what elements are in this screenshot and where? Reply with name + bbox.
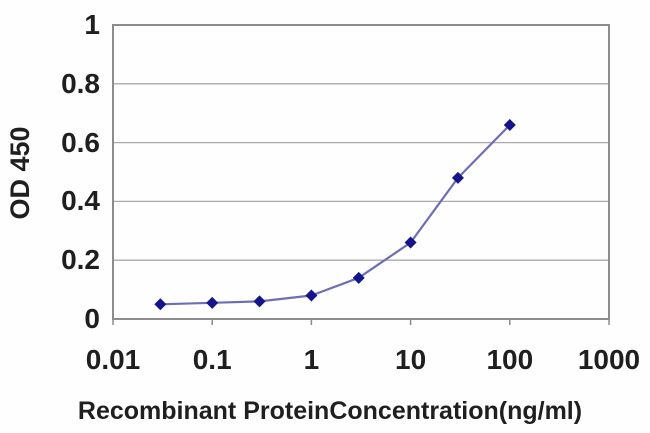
- data-point-marker: [253, 295, 266, 308]
- y-tick-label: 1: [84, 9, 100, 40]
- x-tick-label: 100: [486, 344, 534, 375]
- data-point-marker: [352, 271, 365, 284]
- data-point-marker: [404, 236, 417, 249]
- data-point-marker: [451, 171, 464, 184]
- data-point-marker: [305, 289, 318, 302]
- y-tick-label: 0.2: [61, 244, 100, 276]
- y-tick-label: 0: [84, 303, 100, 334]
- y-tick-label: 0.4: [61, 185, 100, 217]
- data-point-marker: [154, 298, 167, 311]
- x-tick-label: 10: [395, 344, 427, 375]
- y-axis-title: OD 450: [5, 126, 35, 220]
- data-point-marker: [503, 118, 516, 131]
- x-tick-label: 1000: [577, 344, 641, 375]
- x-tick-label: 0.1: [192, 344, 232, 375]
- x-tick-label: 1: [303, 344, 320, 375]
- y-tick-label: 0.8: [61, 67, 100, 99]
- y-tick-label: 0.6: [61, 126, 100, 158]
- x-axis-title: Recombinant ProteinConcentration(ng/ml): [77, 397, 583, 425]
- data-point-marker: [206, 296, 219, 309]
- x-tick-label: 0.01: [85, 344, 141, 375]
